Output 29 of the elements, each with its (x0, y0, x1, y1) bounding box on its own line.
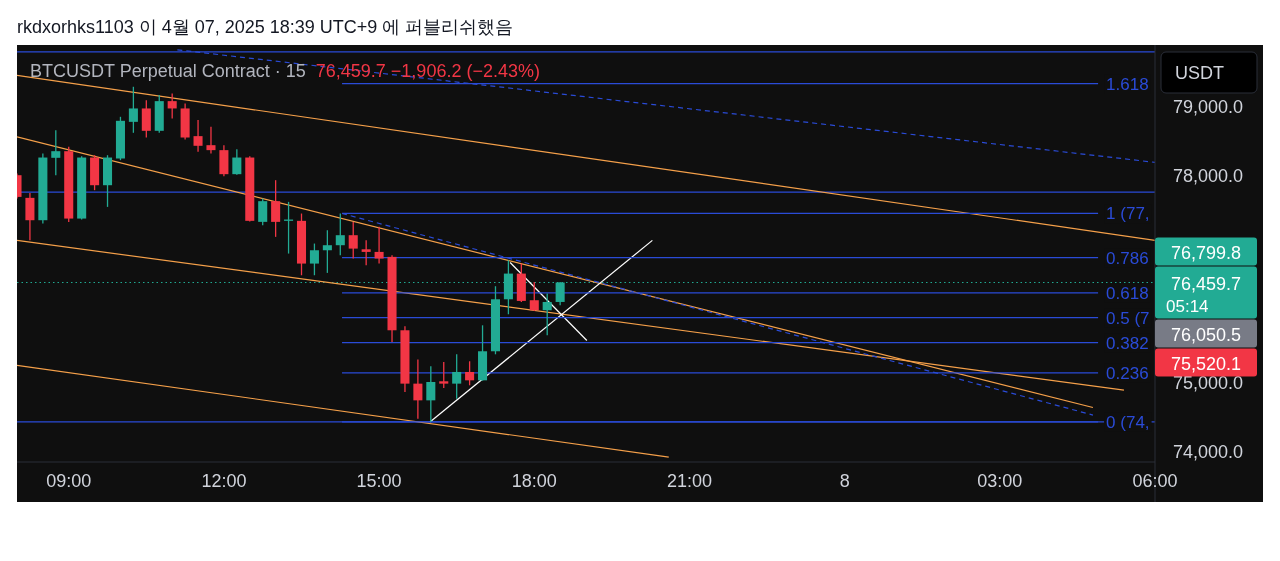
text: USDT (1175, 63, 1224, 83)
x-tick-label: 8 (839, 471, 850, 491)
series-label: 0.382 (1106, 333, 1149, 353)
series-label: 0 (74, (1106, 412, 1150, 432)
ref-line-label: 76,459.7 (1170, 273, 1242, 294)
text: 05:14 (1166, 296, 1209, 316)
series-label: 1 (77, (1106, 204, 1150, 224)
text: 76,459.7 −1,906.2 (−2.43%) (315, 61, 540, 81)
text: rkdxorhks1103 이 4월 07, 2025 18:39 UTC+9 에 퍼블리쉬했음 (17, 17, 514, 37)
y-tick-label: 75,000.0 (1172, 373, 1244, 394)
text: 75,520.1 (1170, 353, 1242, 374)
x-tick-label: 12:00 (201, 471, 247, 491)
text: 76,050.5 (1170, 324, 1242, 345)
y-tick-label: 79,000.0 (1172, 97, 1244, 118)
text: BTCUSDT Perpetual Contract · 15 (30, 61, 306, 81)
x-tick-label: 03:00 (977, 471, 1023, 491)
x-tick-label: 06:00 (1132, 471, 1178, 491)
series-label: 0.5 (7 (1106, 308, 1150, 328)
x-tick-label: 18:00 (511, 471, 557, 491)
text: 76,799.8 (1170, 242, 1242, 263)
series-label: 1.618 (1106, 74, 1149, 94)
y-tick-label: 74,000.0 (1172, 442, 1244, 463)
x-tick-label: 09:00 (46, 471, 92, 491)
series-label: 0.786 (1106, 248, 1149, 268)
series-label: 0.618 (1106, 283, 1149, 303)
x-tick-label: 21:00 (666, 471, 712, 491)
y-tick-label: 78,000.0 (1172, 166, 1244, 187)
series-label: 0.236 (1106, 363, 1149, 383)
x-tick-label: 15:00 (356, 471, 402, 491)
